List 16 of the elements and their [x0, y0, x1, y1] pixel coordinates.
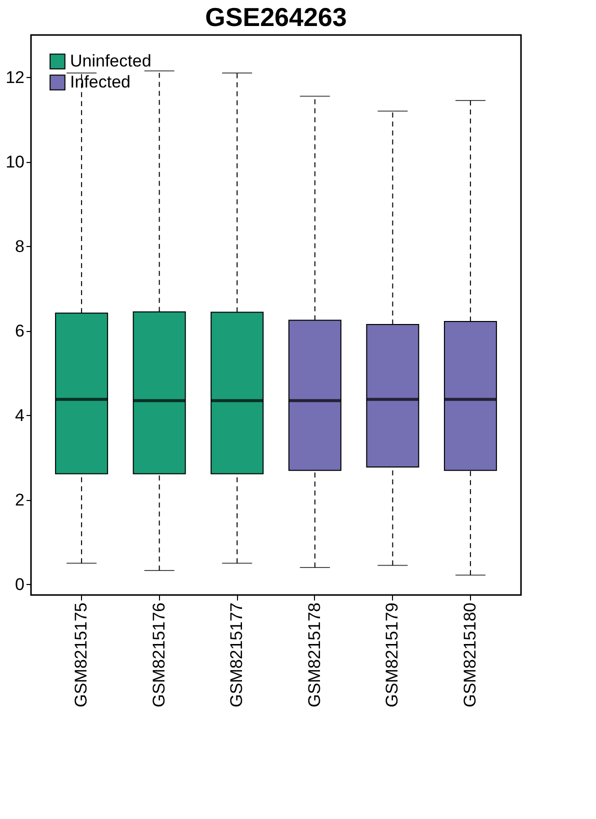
y-tick-label: 4: [15, 406, 24, 425]
y-tick-label: 2: [15, 490, 24, 510]
x-tick-label: GSM8215180: [460, 602, 480, 708]
y-tick-label: 6: [15, 321, 24, 340]
y-tick-label: 8: [15, 236, 24, 256]
chart-title: GSE264263: [205, 2, 347, 32]
legend-label: Uninfected: [70, 52, 152, 70]
y-tick-label: 0: [15, 574, 24, 594]
y-tick-label: 10: [6, 152, 24, 172]
x-tick-label: GSM8215178: [304, 602, 324, 708]
legend-label: Infected: [70, 72, 130, 92]
x-tick-label: GSM8215176: [149, 602, 168, 708]
y-tick-label: 12: [6, 68, 24, 87]
x-tick-label: GSM8215179: [382, 602, 402, 708]
x-tick-label: GSM8215175: [72, 602, 91, 708]
x-tick-label: GSM8215177: [227, 602, 246, 708]
